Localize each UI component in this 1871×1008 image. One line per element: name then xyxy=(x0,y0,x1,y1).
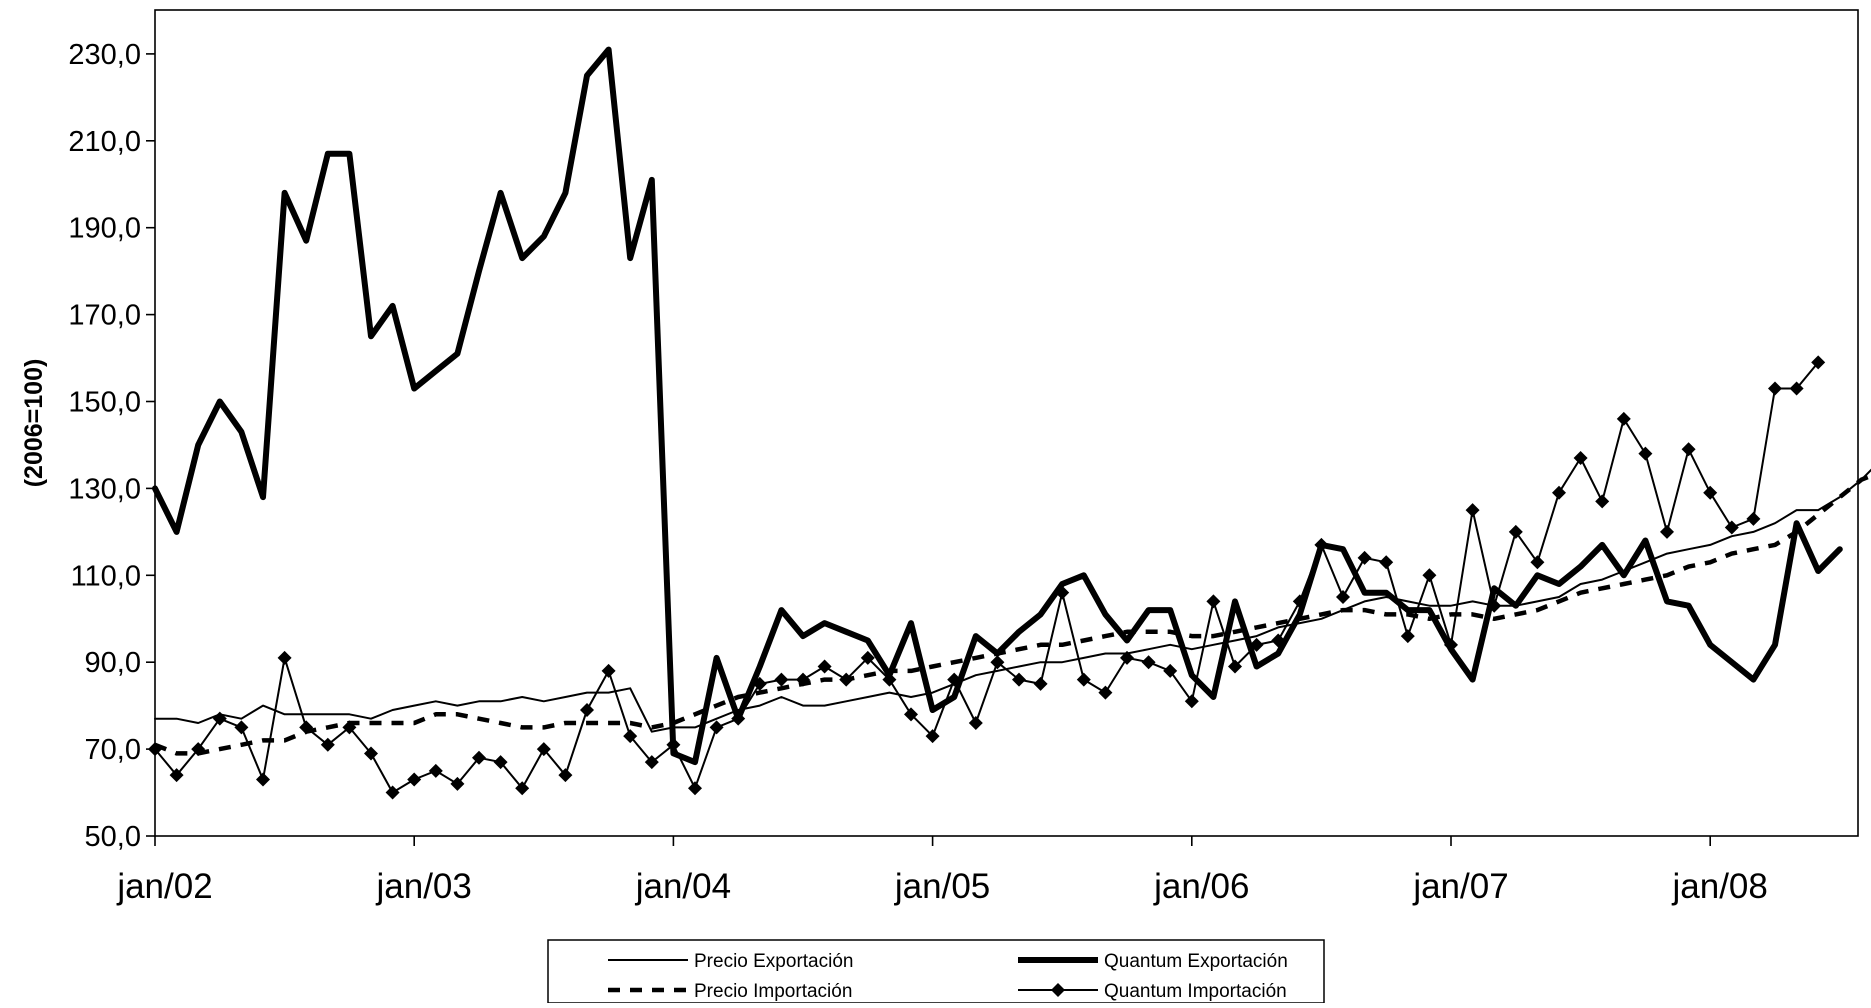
legend-label: Precio Exportación xyxy=(694,951,853,972)
legend-label: Quantum Exportación xyxy=(1104,951,1288,972)
legend-label: Precio Importación xyxy=(694,981,852,1002)
x-tick-label: jan/02 xyxy=(116,867,212,906)
x-tick-label: jan/07 xyxy=(1412,867,1508,906)
y-tick-label: 190,0 xyxy=(68,213,141,245)
x-tick-label: jan/04 xyxy=(635,867,731,906)
x-tick-label: jan/08 xyxy=(1672,867,1768,906)
y-tick-label: 50,0 xyxy=(85,821,141,853)
x-tick-label: jan/05 xyxy=(894,867,990,906)
y-tick-label: 210,0 xyxy=(68,126,141,158)
x-tick-label: jan/06 xyxy=(1153,867,1249,906)
y-tick-label: 70,0 xyxy=(85,734,141,766)
y-tick-label: 130,0 xyxy=(68,473,141,505)
y-tick-label: 170,0 xyxy=(68,300,141,332)
y-tick-label: 110,0 xyxy=(71,560,141,592)
legend-label: Quantum Importación xyxy=(1104,981,1287,1002)
y-tick-label: 230,0 xyxy=(68,39,141,71)
y-axis-title: (2006=100) xyxy=(20,359,48,488)
y-tick-label: 150,0 xyxy=(68,387,141,419)
y-tick-label: 90,0 xyxy=(85,647,141,679)
x-tick-label: jan/03 xyxy=(376,867,472,906)
